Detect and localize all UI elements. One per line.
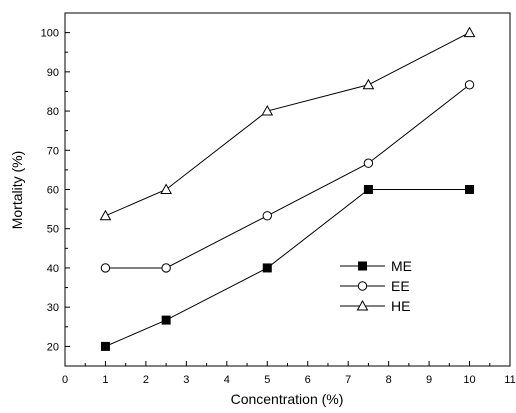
y-tick-label: 70 xyxy=(47,145,59,157)
y-tick-label: 50 xyxy=(47,224,59,236)
y-tick-label: 100 xyxy=(41,28,59,40)
data-point-ee xyxy=(464,80,475,90)
legend: ME EE HE xyxy=(340,258,412,314)
x-tick-label: 6 xyxy=(305,374,311,386)
x-tick-label: 0 xyxy=(62,374,68,386)
legend-marker-he xyxy=(356,299,369,311)
x-tick-label: 4 xyxy=(224,374,230,386)
series-me xyxy=(100,185,475,351)
y-axis-label: Mortality (%) xyxy=(9,151,25,230)
data-point-he xyxy=(99,209,112,221)
data-point-he xyxy=(261,105,274,116)
data-point-ee xyxy=(100,263,111,273)
y-tick-label: 80 xyxy=(47,106,59,118)
y-tick-label: 20 xyxy=(47,341,59,353)
data-point-me xyxy=(363,185,373,194)
legend-item-ee: EE xyxy=(340,278,410,294)
y-tick-label: 30 xyxy=(47,302,59,314)
data-point-ee xyxy=(161,263,171,273)
series-he xyxy=(99,26,476,221)
data-point-he xyxy=(463,26,476,38)
y-axis-ticks: 20 30 40 50 60 70 80 90 100 xyxy=(41,28,70,367)
x-tick-label: 3 xyxy=(183,374,189,386)
x-axis-ticks: 0 1 2 3 4 5 6 7 8 9 10 11 xyxy=(62,361,516,386)
x-tick-label: 8 xyxy=(386,374,392,386)
data-point-me xyxy=(465,185,475,194)
y-tick-label: 40 xyxy=(47,263,59,275)
legend-label-he: HE xyxy=(391,298,410,314)
data-point-he xyxy=(160,183,172,194)
data-point-he xyxy=(362,78,375,90)
legend-item-he: HE xyxy=(340,298,410,314)
legend-marker-me xyxy=(358,261,367,271)
series-ee xyxy=(100,80,475,273)
y-tick-label: 60 xyxy=(47,185,59,197)
x-tick-label: 5 xyxy=(264,374,270,386)
x-tick-label: 11 xyxy=(504,374,515,386)
data-point-me xyxy=(161,315,171,325)
x-tick-label: 1 xyxy=(102,374,108,386)
x-tick-label: 9 xyxy=(426,374,432,386)
legend-item-me: ME xyxy=(340,258,412,274)
data-point-ee xyxy=(262,211,272,221)
x-tick-label: 7 xyxy=(345,374,351,386)
legend-marker-ee xyxy=(357,281,368,291)
y-tick-label: 90 xyxy=(47,67,59,79)
x-tick-label: 10 xyxy=(463,374,475,386)
series-layer xyxy=(99,26,476,351)
series-line-ee xyxy=(105,84,470,269)
series-line-he xyxy=(105,32,470,217)
x-tick-label: 2 xyxy=(143,374,149,386)
data-point-me xyxy=(262,263,272,273)
x-axis-label: Concentration (%) xyxy=(231,391,344,407)
legend-label-ee: EE xyxy=(391,278,410,294)
data-point-ee xyxy=(363,158,374,168)
data-point-me xyxy=(100,341,110,351)
legend-label-me: ME xyxy=(391,258,412,274)
